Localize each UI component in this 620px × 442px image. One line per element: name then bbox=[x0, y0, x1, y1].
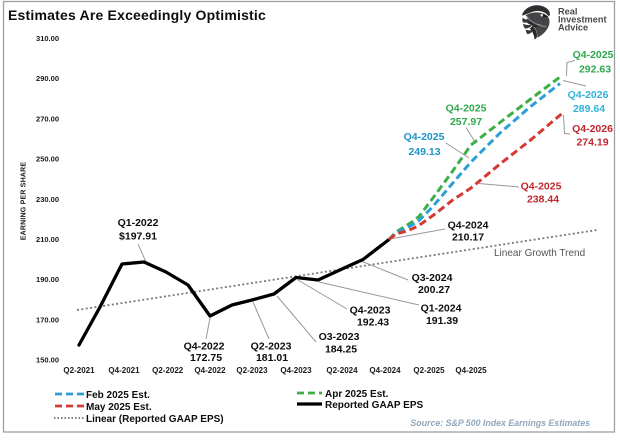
svg-text:Q2-2021: Q2-2021 bbox=[63, 366, 95, 375]
svg-text:170.00: 170.00 bbox=[36, 315, 59, 324]
svg-text:150.00: 150.00 bbox=[36, 356, 59, 365]
svg-text:238.44: 238.44 bbox=[527, 194, 559, 206]
svg-text:210.17: 210.17 bbox=[452, 232, 484, 244]
svg-text:Q4-2023: Q4-2023 bbox=[350, 305, 391, 317]
svg-text:Q4-2026: Q4-2026 bbox=[568, 89, 609, 101]
svg-text:310.00: 310.00 bbox=[36, 34, 59, 43]
svg-text:Linear (Reported GAAP EPS): Linear (Reported GAAP EPS) bbox=[86, 414, 224, 425]
svg-text:172.75: 172.75 bbox=[190, 352, 222, 364]
svg-text:181.01: 181.01 bbox=[256, 352, 288, 364]
svg-text:292.63: 292.63 bbox=[579, 64, 611, 76]
svg-text:Q4-2025: Q4-2025 bbox=[573, 49, 614, 61]
svg-text:Q2-2025: Q2-2025 bbox=[413, 366, 445, 375]
svg-text:Q1-2022: Q1-2022 bbox=[118, 217, 159, 229]
svg-text:Q4-2025: Q4-2025 bbox=[521, 181, 562, 193]
svg-text:200.27: 200.27 bbox=[418, 284, 450, 296]
svg-text:Feb 2025 Est.: Feb 2025 Est. bbox=[86, 390, 150, 401]
svg-text:Q4-2021: Q4-2021 bbox=[108, 366, 140, 375]
svg-text:Linear Growth Trend: Linear Growth Trend bbox=[494, 248, 585, 259]
svg-text:Q4-2022: Q4-2022 bbox=[194, 366, 226, 375]
svg-text:Q1-2024: Q1-2024 bbox=[421, 303, 462, 315]
svg-text:Apr 2025 Est.: Apr 2025 Est. bbox=[325, 389, 389, 400]
svg-text:289.64: 289.64 bbox=[573, 103, 605, 115]
svg-text:Investment: Investment bbox=[558, 15, 607, 25]
svg-text:Source: S&P 500 Index Earnings: Source: S&P 500 Index Earnings Estimates bbox=[410, 418, 590, 428]
svg-text:257.97: 257.97 bbox=[450, 116, 482, 128]
svg-text:Q3-2024: Q3-2024 bbox=[412, 272, 453, 284]
svg-text:190.00: 190.00 bbox=[36, 275, 59, 284]
svg-text:249.13: 249.13 bbox=[408, 146, 440, 158]
svg-text:Estimates Are Exceedingly Opti: Estimates Are Exceedingly Optimistic bbox=[8, 7, 266, 23]
svg-text:250.00: 250.00 bbox=[36, 155, 59, 164]
svg-text:Q4-2023: Q4-2023 bbox=[280, 366, 312, 375]
svg-text:230.00: 230.00 bbox=[36, 195, 59, 204]
svg-text:Q4-2024: Q4-2024 bbox=[448, 220, 489, 232]
svg-text:Q2-2023: Q2-2023 bbox=[236, 366, 268, 375]
svg-text:Q2-2023: Q2-2023 bbox=[251, 341, 292, 353]
svg-text:Real: Real bbox=[558, 7, 577, 17]
svg-text:Advice: Advice bbox=[558, 23, 588, 33]
svg-text:210.00: 210.00 bbox=[36, 235, 59, 244]
svg-text:Q4-2026: Q4-2026 bbox=[572, 123, 613, 135]
svg-text:184.25: 184.25 bbox=[325, 344, 357, 356]
svg-text:Q4-2024: Q4-2024 bbox=[369, 366, 401, 375]
svg-text:191.39: 191.39 bbox=[426, 315, 458, 327]
svg-text:$197.91: $197.91 bbox=[119, 231, 157, 243]
svg-text:192.43: 192.43 bbox=[357, 317, 389, 329]
svg-text:Q4-2022: Q4-2022 bbox=[184, 341, 225, 353]
svg-text:Reported GAAP EPS: Reported GAAP EPS bbox=[325, 400, 423, 411]
svg-text:270.00: 270.00 bbox=[36, 114, 59, 123]
svg-text:Q2-2022: Q2-2022 bbox=[152, 366, 184, 375]
svg-text:274.19: 274.19 bbox=[576, 137, 608, 149]
svg-text:Q4-2025: Q4-2025 bbox=[455, 366, 487, 375]
svg-text:Q4-2025: Q4-2025 bbox=[404, 131, 445, 143]
svg-text:290.00: 290.00 bbox=[36, 74, 59, 83]
svg-text:O3-2023: O3-2023 bbox=[319, 331, 360, 343]
svg-text:Q4-2025: Q4-2025 bbox=[446, 103, 487, 115]
svg-text:May 2025 Est.: May 2025 Est. bbox=[86, 402, 152, 413]
svg-text:Q2-2024: Q2-2024 bbox=[326, 366, 358, 375]
svg-text:EARNING PER SHARE: EARNING PER SHARE bbox=[21, 162, 28, 241]
